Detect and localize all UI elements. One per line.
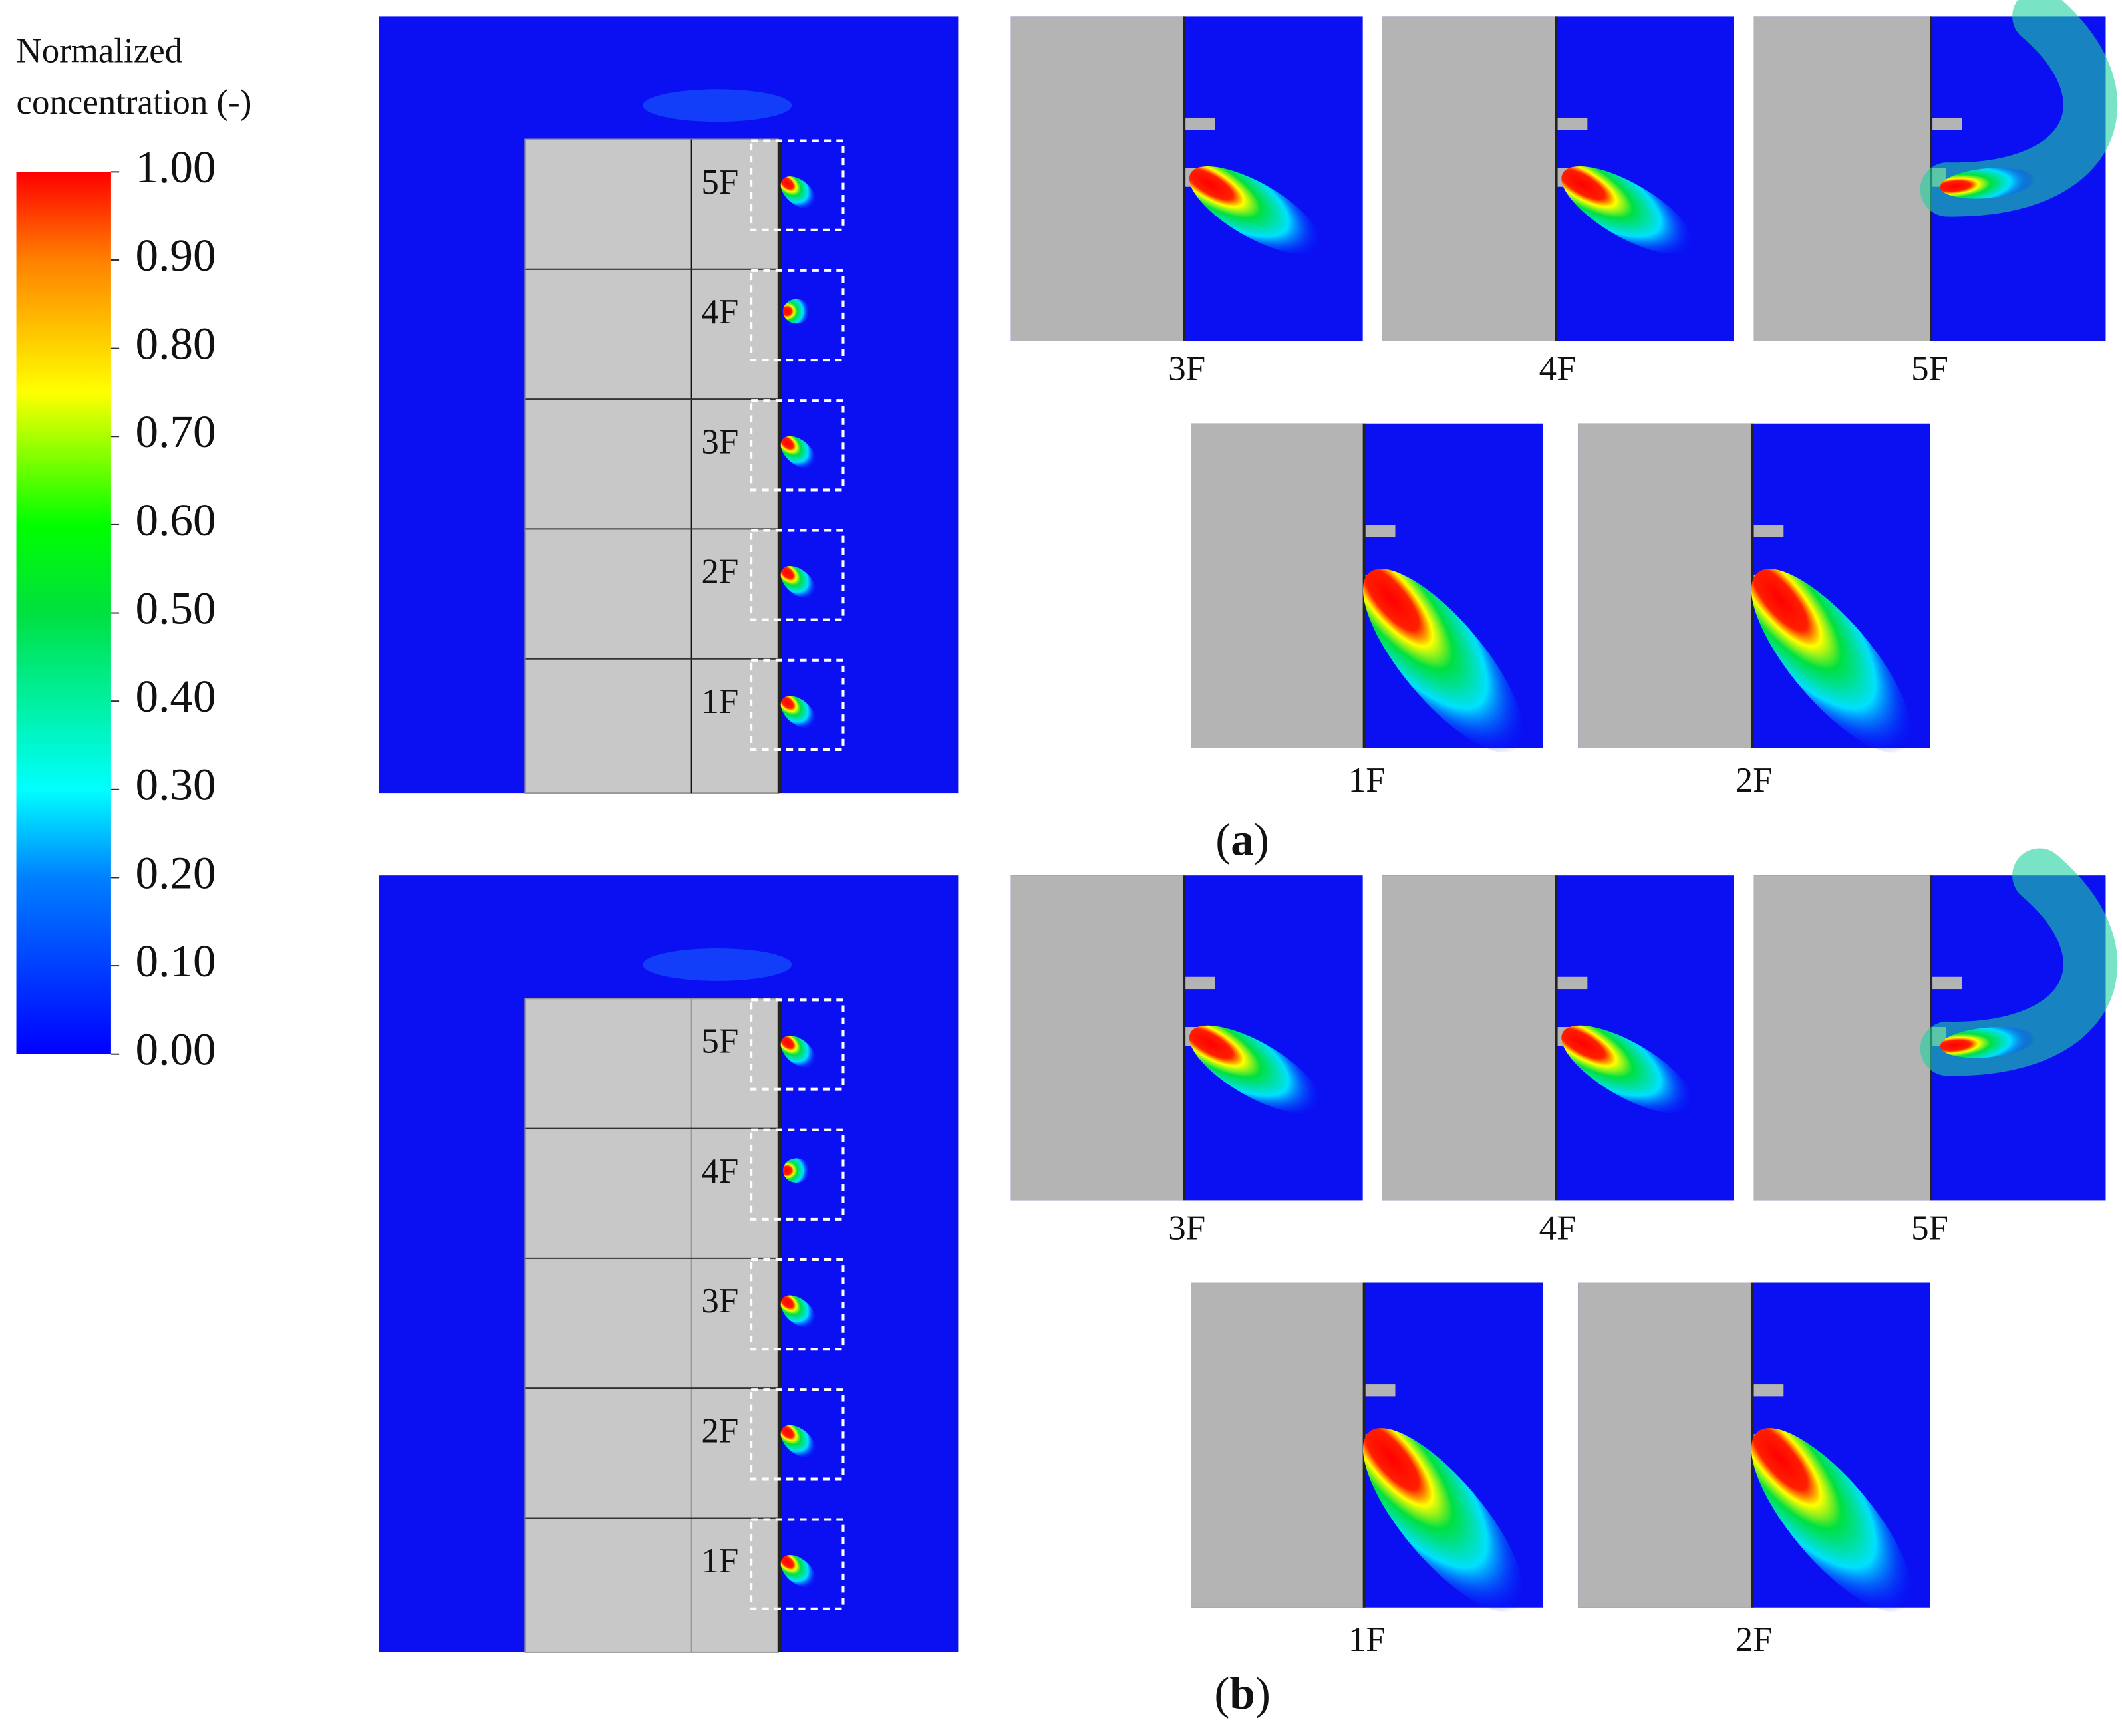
plume bbox=[780, 696, 816, 728]
detail-label: 3F bbox=[1168, 1209, 1205, 1247]
fin bbox=[1753, 1384, 1784, 1397]
fin bbox=[1557, 117, 1588, 130]
detail-wall bbox=[1578, 1282, 1753, 1608]
fin bbox=[1753, 525, 1784, 537]
detail-wall bbox=[1753, 875, 1932, 1201]
zoom-box bbox=[750, 1518, 845, 1610]
plume bbox=[780, 176, 816, 209]
plume bbox=[780, 436, 816, 468]
upper-plume bbox=[643, 948, 792, 981]
fin bbox=[1932, 117, 1962, 130]
colorbar bbox=[16, 172, 111, 1054]
zoom-box bbox=[750, 399, 845, 492]
plume bbox=[780, 566, 816, 599]
detail-label: 4F bbox=[1539, 1209, 1577, 1247]
colorbar-tick-label: 0.20 bbox=[136, 847, 216, 898]
zoom-box bbox=[750, 139, 845, 231]
building bbox=[524, 998, 779, 1653]
colorbar-tick-label: 0.90 bbox=[136, 229, 216, 281]
plume bbox=[1561, 166, 1694, 255]
panel-label-part: b bbox=[1229, 1667, 1255, 1719]
colorbar-tick-label: 0.40 bbox=[136, 670, 216, 722]
panel-label-part: ( bbox=[1215, 813, 1231, 865]
colorbar-tick-label: 0.70 bbox=[136, 406, 216, 457]
detail-wall bbox=[1578, 423, 1753, 748]
detail-wall bbox=[1191, 423, 1364, 748]
floor-label: 2F bbox=[701, 1411, 738, 1450]
floor-label: 3F bbox=[701, 1282, 738, 1320]
plume bbox=[1189, 166, 1321, 255]
upper-plume bbox=[643, 89, 792, 122]
detail-wall bbox=[1753, 16, 1932, 341]
colorbar-tick-label: 0.00 bbox=[136, 1024, 216, 1075]
colorbar-title: Normalized bbox=[17, 32, 183, 71]
panel-label-part: a bbox=[1231, 813, 1254, 865]
colorbar-tick-label: 1.00 bbox=[136, 141, 216, 192]
plume bbox=[780, 1555, 816, 1588]
fin bbox=[1365, 1384, 1396, 1397]
floor-label: 5F bbox=[701, 163, 738, 202]
floor-label: 5F bbox=[701, 1022, 738, 1061]
detail-label: 2F bbox=[1736, 1620, 1773, 1659]
plume bbox=[1940, 1027, 2035, 1058]
zoom-box bbox=[750, 269, 845, 362]
detail-label: 5F bbox=[1911, 350, 1948, 388]
panel-label-part: ) bbox=[1255, 1667, 1271, 1719]
detail-label: 5F bbox=[1911, 1209, 1948, 1247]
building bbox=[524, 138, 779, 794]
detail-wall bbox=[1010, 16, 1185, 341]
plume bbox=[782, 299, 810, 324]
zoom-box bbox=[750, 1388, 845, 1481]
zoom-box bbox=[750, 1258, 845, 1351]
colorbar-tick-label: 0.10 bbox=[136, 935, 216, 986]
floor-label: 4F bbox=[701, 1152, 738, 1191]
colorbar-title: concentration (-) bbox=[17, 83, 252, 122]
panel-label: (a) bbox=[1215, 813, 1269, 865]
detail-label: 4F bbox=[1539, 350, 1577, 388]
plume bbox=[1751, 1428, 1912, 1612]
floor-label: 4F bbox=[701, 293, 738, 331]
detail-label: 2F bbox=[1736, 761, 1773, 799]
fin bbox=[1365, 525, 1396, 537]
fin bbox=[1557, 976, 1588, 990]
plume bbox=[780, 1035, 816, 1068]
plume bbox=[1189, 1025, 1321, 1113]
zoom-box bbox=[750, 998, 845, 1091]
detail-label: 1F bbox=[1348, 1620, 1386, 1659]
plume bbox=[782, 1158, 810, 1183]
plume bbox=[780, 1295, 816, 1328]
floor-label: 2F bbox=[701, 553, 738, 591]
plume bbox=[1362, 569, 1524, 753]
floor-label: 3F bbox=[701, 422, 738, 461]
detail-wall bbox=[1382, 16, 1557, 341]
zoom-box bbox=[750, 658, 845, 752]
colorbar-tick-label: 0.50 bbox=[136, 582, 216, 633]
detail-wall bbox=[1382, 875, 1557, 1201]
fin bbox=[1185, 117, 1215, 130]
panel-label-part: ( bbox=[1214, 1667, 1229, 1719]
panel-label-part: ) bbox=[1254, 813, 1269, 865]
floor-label: 1F bbox=[701, 1542, 738, 1580]
panel-label: (b) bbox=[1214, 1667, 1271, 1719]
detail-wall bbox=[1191, 1282, 1364, 1608]
plume bbox=[1561, 1025, 1694, 1113]
detail-wall bbox=[1010, 875, 1185, 1201]
colorbar-tick-label: 0.60 bbox=[136, 494, 216, 545]
plume bbox=[1940, 168, 2035, 199]
fin bbox=[1185, 976, 1215, 990]
zoom-box bbox=[750, 529, 845, 621]
detail-label: 3F bbox=[1168, 350, 1205, 388]
plume bbox=[780, 1425, 816, 1458]
plume bbox=[1362, 1428, 1524, 1612]
zoom-box bbox=[750, 1128, 845, 1221]
plume bbox=[1751, 569, 1912, 753]
fin bbox=[1932, 976, 1962, 990]
colorbar-tick-label: 0.30 bbox=[136, 759, 216, 810]
floor-label: 1F bbox=[701, 682, 738, 721]
detail-label: 1F bbox=[1348, 761, 1386, 799]
colorbar-tick-label: 0.80 bbox=[136, 318, 216, 369]
